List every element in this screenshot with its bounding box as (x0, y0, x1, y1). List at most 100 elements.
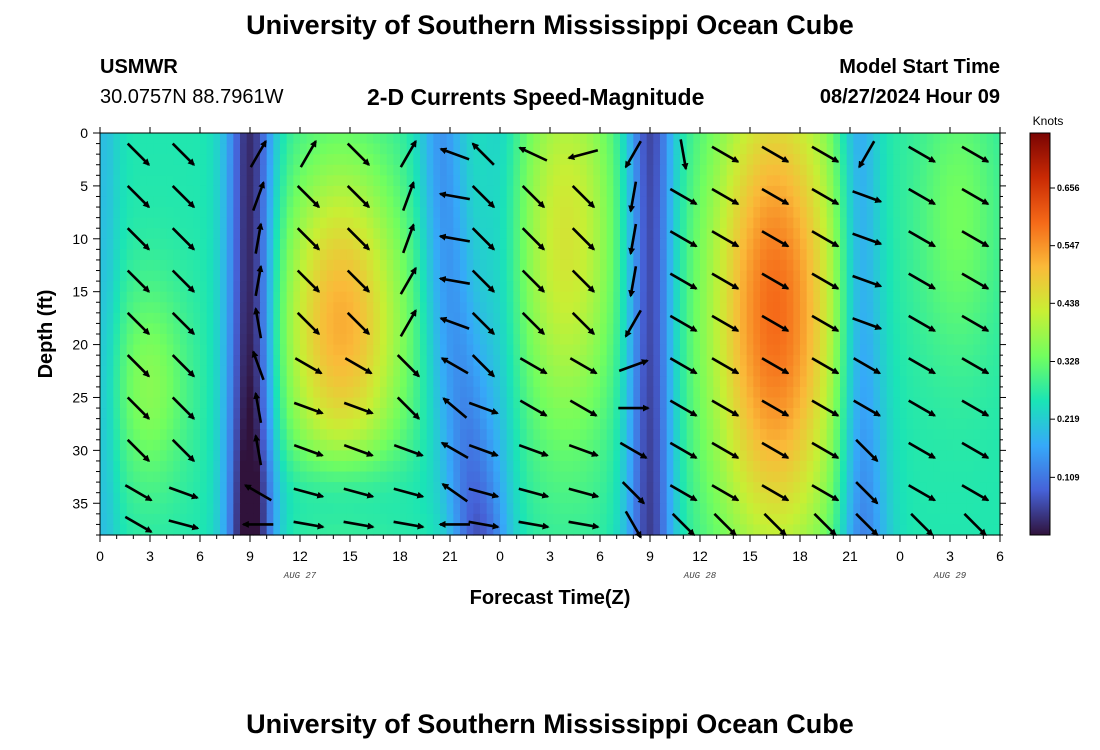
heatmap-cell (473, 450, 481, 462)
heatmap-cell (266, 259, 274, 272)
heatmap-cell (660, 154, 668, 166)
heatmap-cell (486, 492, 494, 504)
heatmap-cell (660, 471, 668, 483)
heatmap-cell (166, 503, 174, 515)
heatmap-cell (846, 133, 854, 145)
heatmap-cell (393, 334, 401, 346)
heatmap-cell (993, 323, 1001, 335)
heatmap-cell (900, 270, 908, 282)
heatmap-cell (546, 450, 554, 462)
heatmap-cell (973, 355, 981, 367)
heatmap-cell (466, 185, 474, 198)
heatmap-cell (526, 471, 534, 483)
heatmap-cell (333, 207, 341, 219)
heatmap-cell (280, 439, 288, 451)
heatmap-cell (813, 503, 821, 515)
heatmap-cell (706, 503, 714, 515)
heatmap-cell (166, 164, 174, 176)
heatmap-cell (233, 302, 241, 314)
heatmap-cell (880, 471, 888, 483)
heatmap-cell (413, 471, 421, 483)
heatmap-cell (600, 397, 608, 409)
heatmap-cell (520, 259, 528, 272)
heatmap-cell (273, 334, 281, 346)
heatmap-cell (866, 418, 874, 430)
heatmap-cell (353, 450, 361, 462)
heatmap-cell (800, 439, 808, 451)
heatmap-cell (413, 270, 421, 282)
heatmap-cell (640, 503, 648, 515)
heatmap-cell (213, 418, 221, 430)
heatmap-cell (726, 249, 734, 261)
heatmap-cell (960, 207, 968, 219)
heatmap-cell (340, 281, 348, 293)
heatmap-cell (106, 429, 114, 441)
heatmap-cell (606, 355, 614, 367)
heatmap-cell (193, 196, 201, 208)
heatmap-cell (646, 397, 654, 409)
heatmap-cell (326, 355, 334, 367)
heatmap-cell (560, 259, 568, 272)
heatmap-cell (733, 334, 741, 346)
heatmap-cell (446, 302, 454, 314)
heatmap-cell (453, 207, 461, 219)
heatmap-cell (746, 334, 754, 346)
heatmap-cell (540, 164, 548, 176)
heatmap-cell (520, 270, 528, 282)
heatmap-cell (346, 460, 354, 473)
heatmap-cell (726, 386, 734, 399)
heatmap-cell (766, 302, 774, 314)
heatmap-cell (660, 482, 668, 494)
heatmap-cell (773, 175, 781, 187)
heatmap-cell (600, 429, 608, 441)
heatmap-cell (806, 133, 814, 145)
heatmap-cell (613, 291, 621, 303)
heatmap-cell (166, 270, 174, 282)
heatmap-cell (533, 154, 541, 166)
heatmap-cell (946, 365, 954, 377)
heatmap-cell (560, 471, 568, 483)
heatmap-cell (260, 492, 268, 504)
heatmap-cell (966, 154, 974, 166)
heatmap-cell (826, 164, 834, 176)
heatmap-cell (460, 429, 468, 441)
heatmap-cell (333, 365, 341, 377)
heatmap-cell (700, 503, 708, 515)
heatmap-cell (146, 439, 154, 451)
heatmap-cell (140, 344, 148, 356)
heatmap-cell (153, 439, 161, 451)
heatmap-cell (453, 196, 461, 208)
heatmap-cell (500, 386, 508, 399)
heatmap-cell (686, 397, 694, 409)
heatmap-cell (893, 133, 901, 145)
heatmap-cell (213, 207, 221, 219)
heatmap-cell (560, 207, 568, 219)
heatmap-cell (280, 259, 288, 272)
heatmap-cell (866, 460, 874, 473)
heatmap-cell (840, 207, 848, 219)
heatmap-cell (153, 217, 161, 229)
heatmap-cell (846, 492, 854, 504)
heatmap-cell (566, 238, 574, 250)
heatmap-cell (753, 408, 761, 420)
heatmap-cell (620, 133, 628, 145)
heatmap-cell (600, 217, 608, 229)
heatmap-cell (433, 175, 441, 187)
heatmap-cell (633, 439, 641, 451)
heatmap-cell (940, 259, 948, 272)
heatmap-cell (420, 471, 428, 483)
heatmap-cell (780, 207, 788, 219)
heatmap-cell (133, 323, 141, 335)
heatmap-cell (520, 164, 528, 176)
heatmap-cell (180, 471, 188, 483)
heatmap-cell (280, 334, 288, 346)
heatmap-cell (853, 143, 861, 155)
heatmap-cell (100, 408, 108, 420)
heatmap-cell (346, 207, 354, 219)
heatmap-cell (666, 175, 674, 187)
heatmap-cell (120, 334, 128, 346)
heatmap-cell (646, 429, 654, 441)
heatmap-cell (960, 429, 968, 441)
heatmap-cell (653, 376, 661, 388)
heatmap-cell (326, 376, 334, 388)
